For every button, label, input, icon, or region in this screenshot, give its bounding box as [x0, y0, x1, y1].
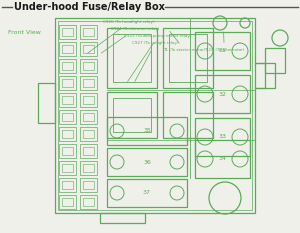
Bar	[83, 45, 94, 53]
Bar	[163, 28, 213, 88]
Text: 31: 31	[219, 48, 226, 54]
Bar	[62, 113, 73, 121]
Bar	[62, 45, 73, 53]
Bar	[80, 127, 97, 141]
Bar	[62, 79, 73, 87]
Bar	[62, 198, 73, 206]
Bar	[58, 21, 252, 210]
Text: C927 (To tailight relay): C927 (To tailight relay)	[132, 41, 178, 81]
Bar	[83, 96, 94, 104]
Text: C925 (To ABS pump motor relay): C925 (To ABS pump motor relay)	[124, 34, 192, 82]
Bar	[62, 181, 73, 189]
Bar	[169, 34, 207, 82]
Bar	[80, 144, 97, 158]
Text: 36: 36	[143, 160, 151, 164]
Bar	[107, 148, 187, 176]
Bar	[83, 164, 94, 172]
Bar	[62, 164, 73, 172]
Text: T101 (To alternator): T101 (To alternator)	[204, 32, 244, 52]
Text: Front View: Front View	[8, 31, 41, 35]
Bar	[83, 62, 94, 70]
Bar	[62, 96, 73, 104]
Bar	[59, 42, 76, 56]
Bar	[80, 59, 97, 73]
Bar	[80, 42, 97, 56]
Bar	[59, 110, 76, 124]
Bar	[83, 113, 94, 121]
Bar	[107, 179, 187, 207]
Text: C926 (To headlight relay): C926 (To headlight relay)	[88, 20, 155, 53]
Bar	[80, 93, 97, 107]
Bar	[195, 32, 250, 70]
Bar	[59, 144, 76, 158]
Bar	[80, 110, 97, 124]
Bar	[59, 161, 76, 175]
Text: 33: 33	[218, 134, 226, 140]
Text: –: –	[2, 2, 7, 12]
Text: 34: 34	[218, 157, 226, 161]
Text: 35: 35	[143, 129, 151, 134]
Bar	[113, 34, 151, 82]
Bar	[62, 62, 73, 70]
Bar	[83, 147, 94, 155]
Bar	[80, 178, 97, 192]
Bar	[62, 28, 73, 36]
Bar	[59, 195, 76, 209]
Bar	[83, 79, 94, 87]
Bar	[59, 76, 76, 90]
Bar	[80, 25, 97, 39]
Bar	[83, 198, 94, 206]
Text: C924 (To dimmer relay): C924 (To dimmer relay)	[101, 27, 159, 53]
Bar	[195, 140, 250, 178]
Bar	[80, 161, 97, 175]
Bar	[59, 93, 76, 107]
Bar	[107, 92, 157, 138]
Bar	[83, 28, 94, 36]
Text: 37: 37	[143, 191, 151, 195]
Bar	[83, 130, 94, 138]
Bar	[107, 117, 187, 145]
Bar	[107, 28, 157, 88]
Text: Under-hood Fuse/Relay Box: Under-hood Fuse/Relay Box	[14, 2, 165, 12]
Bar	[59, 59, 76, 73]
Bar	[59, 127, 76, 141]
Bar	[80, 76, 97, 90]
Bar	[59, 178, 76, 192]
Bar	[62, 147, 73, 155]
Bar	[163, 92, 213, 138]
Bar	[80, 195, 97, 209]
Bar	[195, 118, 250, 156]
Bar	[59, 25, 76, 39]
Text: 32: 32	[218, 92, 226, 96]
Bar	[62, 130, 73, 138]
Bar	[195, 75, 250, 113]
Bar	[113, 98, 151, 132]
Bar	[83, 181, 94, 189]
Text: T1 (To starter motor): T1 (To starter motor)	[164, 31, 206, 52]
